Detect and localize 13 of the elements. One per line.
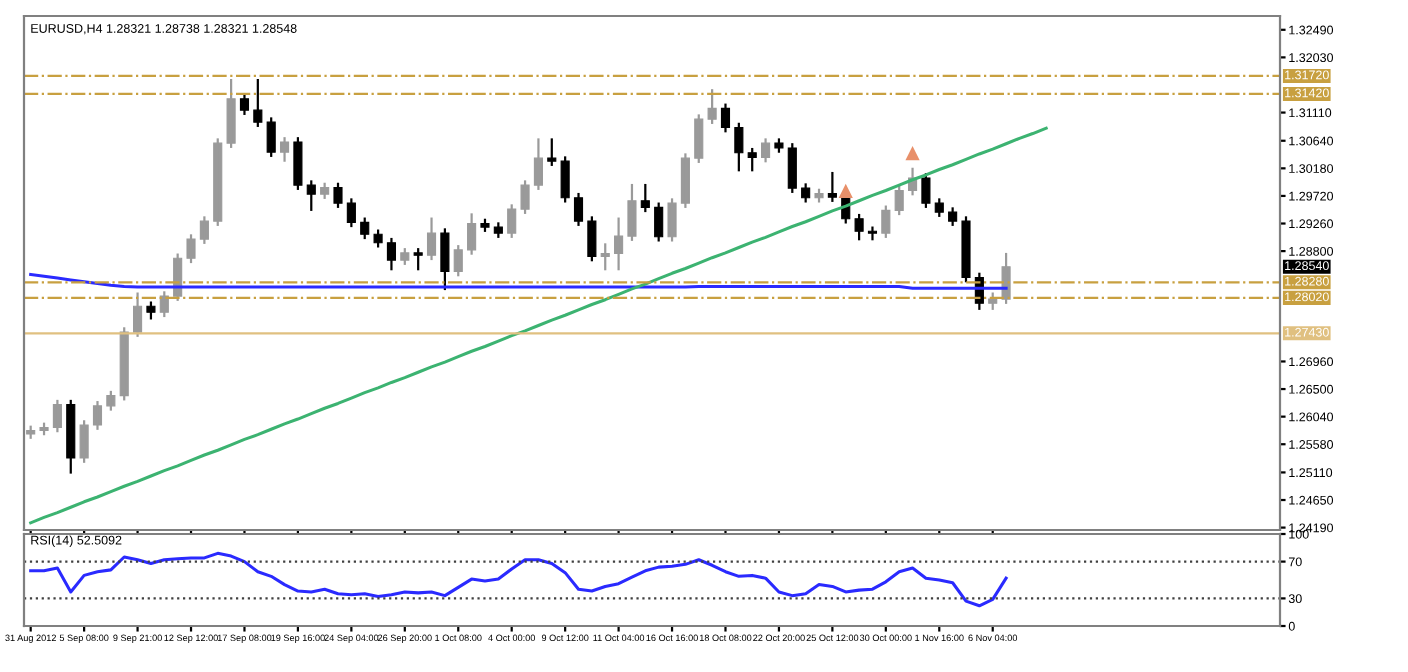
candlestick	[854, 212, 864, 242]
candlestick	[547, 137, 557, 168]
candlestick	[186, 233, 196, 265]
candlestick	[413, 247, 423, 272]
candlestick	[921, 172, 931, 210]
line-series	[29, 551, 1008, 608]
candlestick	[774, 137, 784, 154]
candlestick	[520, 179, 530, 216]
candlestick	[79, 419, 89, 464]
candlestick	[333, 181, 343, 210]
line-series	[29, 126, 1048, 525]
candlestick	[480, 217, 490, 234]
candlestick	[707, 88, 717, 126]
